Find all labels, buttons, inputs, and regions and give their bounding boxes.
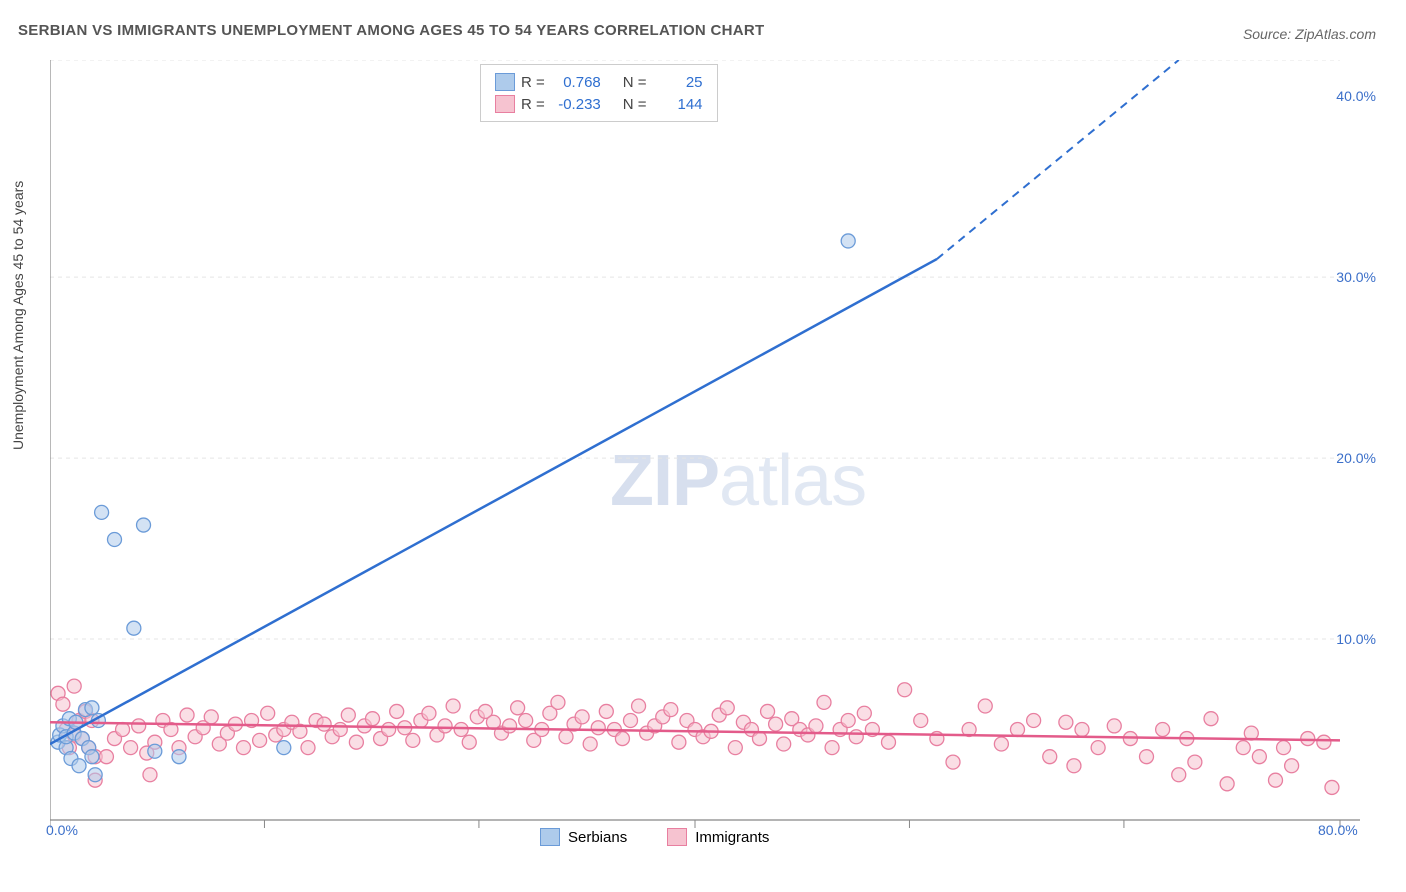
legend-item-immigrants: Immigrants: [667, 828, 769, 846]
y-axis-label: Unemployment Among Ages 45 to 54 years: [10, 181, 26, 450]
r-value-serbians: 0.768: [551, 74, 601, 91]
legend-swatch-serbians: [540, 828, 560, 846]
plot-area: [50, 60, 1370, 840]
swatch-immigrants: [495, 95, 515, 113]
x-tick-max: 80.0%: [1318, 822, 1358, 838]
y-tick-3: 40.0%: [1336, 88, 1376, 104]
legend-swatch-immigrants: [667, 828, 687, 846]
y-tick-0: 10.0%: [1336, 631, 1376, 647]
y-tick-1: 20.0%: [1336, 450, 1376, 466]
legend-item-serbians: Serbians: [540, 828, 627, 846]
source-attribution: Source: ZipAtlas.com: [1243, 26, 1376, 42]
n-value-immigrants: 144: [653, 96, 703, 113]
y-tick-2: 30.0%: [1336, 269, 1376, 285]
stats-legend: R = 0.768 N = 25 R = -0.233 N = 144: [480, 64, 718, 122]
chart-title: SERBIAN VS IMMIGRANTS UNEMPLOYMENT AMONG…: [18, 22, 765, 39]
r-value-immigrants: -0.233: [551, 96, 601, 113]
x-tick-min: 0.0%: [46, 822, 78, 838]
stats-row-serbians: R = 0.768 N = 25: [495, 71, 703, 93]
n-value-serbians: 25: [653, 74, 703, 91]
series-legend: Serbians Immigrants: [540, 828, 769, 846]
scatter-chart: ZIPatlas R = 0.768 N = 25 R = -0.233 N =…: [50, 60, 1370, 840]
stats-row-immigrants: R = -0.233 N = 144: [495, 93, 703, 115]
swatch-serbians: [495, 73, 515, 91]
